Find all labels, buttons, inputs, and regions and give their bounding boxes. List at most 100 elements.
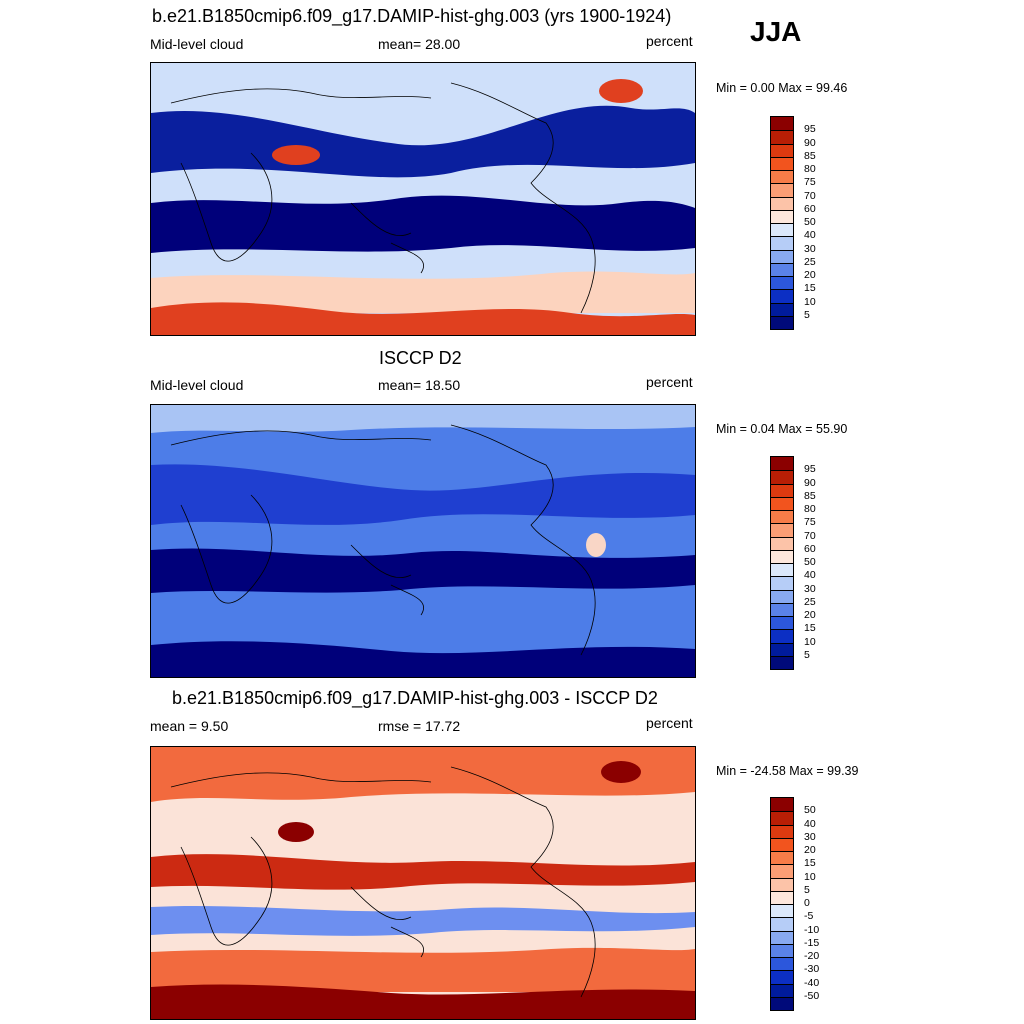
colorbar-segment [771,536,793,550]
colorbar-tick-label: 60 [804,202,816,215]
map-coastlines [170,766,596,998]
colorbar-segment [771,276,793,290]
map-band-tropics-low [151,905,695,936]
colorbar-segment [771,563,793,577]
colorbar-tick-label: 85 [804,489,816,502]
colorbar-tick-label: 10 [804,295,816,308]
map-band-tropics-deep [151,195,695,253]
colorbar-segment [771,890,793,904]
colorbar-segment [771,824,793,838]
colorbar-tick-label: 10 [804,870,816,883]
colorbar-segment [771,170,793,184]
colorbar-tick-label: 25 [804,595,816,608]
colorbar-segment [771,143,793,157]
panel-3-rmse-label: rmse = 17.72 [378,718,461,734]
panel-3-minmax: Min = -24.58 Max = 99.39 [716,764,859,778]
panel-1-map [150,62,696,336]
colorbar-segment [771,223,793,237]
colorbar-segment [771,798,793,812]
colorbar-tick-label: 95 [804,123,816,136]
colorbar-segment [771,983,793,997]
colorbar-tick-label: -5 [804,910,814,923]
colorbar-tick-label: 75 [804,516,816,529]
colorbar-segment [771,851,793,865]
colorbar-segment [771,262,793,276]
colorbar-segment [771,996,793,1010]
colorbar-tick-label: 85 [804,149,816,162]
colorbar-segment [771,576,793,590]
colorbar-tick-label: 30 [804,582,816,595]
panel-3-map [150,746,696,1020]
colorbar-segment [771,943,793,957]
colorbar-tick-label: 10 [804,635,816,648]
map-spot-himalaya [272,145,320,165]
colorbar-segment [771,930,793,944]
colorbar-tick-label: 30 [804,242,816,255]
colorbar-tick-label: 75 [804,176,816,189]
colorbar-tick-label: -20 [804,950,820,962]
colorbar-segment [771,917,793,931]
colorbar-segment [771,130,793,144]
colorbar-tick-label: 80 [804,503,816,515]
colorbar-segment [771,183,793,197]
colorbar-tick-label: -10 [804,923,820,936]
colorbar-tick-label: 5 [804,883,810,896]
colorbar-segment [771,117,793,131]
panel-3-title: b.e21.B1850cmip6.f09_g17.DAMIP-hist-ghg.… [172,688,658,708]
colorbar-tick-label: 20 [804,609,816,621]
colorbar-tick-label: 30 [804,830,816,843]
colorbar-tick-label: 50 [804,556,816,568]
panel-2-units-label: percent [646,374,693,390]
panel-3-mean-label: mean = 9.50 [150,718,229,734]
colorbar-tick-label: 5 [804,308,810,321]
colorbar-tick-label: 5 [804,648,810,661]
panel-2-mean-label: mean= 18.50 [378,377,461,393]
map-band-antarctic-deep [151,984,695,1019]
colorbar-tick-label: 15 [804,622,816,635]
colorbar-segment [771,589,793,603]
panel-3-map-svg [151,747,695,1019]
panel-1-map-svg [151,63,695,335]
colorbar-segment [771,864,793,878]
colorbar-tick-label: 95 [804,463,816,476]
colorbar-segment [771,302,793,316]
colorbar-tick-label: 90 [804,136,816,149]
panel-2-map [150,404,696,678]
map-band-north-warm [151,405,695,433]
colorbar-tick-label: 15 [804,857,816,870]
colorbar-segment [771,523,793,537]
colorbar-tick-label: 80 [804,163,816,175]
map-band-south-warm [151,947,695,992]
colorbar-tick-label: 40 [804,817,816,830]
map-band-antarctic-hot [151,302,695,335]
panel-2-colorbar [770,456,794,670]
panel-1-minmax: Min = 0.00 Max = 99.46 [716,81,848,95]
colorbar-tick-label: 25 [804,255,816,268]
colorbar-tick-label: 50 [804,216,816,228]
panel-2-title: ISCCP D2 [379,348,462,368]
colorbar-tick-label: 70 [804,529,816,542]
map-spot-greenland [599,79,643,103]
colorbar-segment [771,811,793,825]
panel-1-colorbar [770,116,794,330]
colorbar-tick-label: 70 [804,189,816,202]
colorbar-segment [771,457,793,471]
colorbar-tick-label: 90 [804,476,816,489]
colorbar-segment [771,289,793,303]
colorbar-segment [771,496,793,510]
colorbar-tick-label: -30 [804,963,820,976]
map-band-south-warm [151,271,695,313]
colorbar-tick-label: 20 [804,269,816,281]
colorbar-tick-label: 60 [804,542,816,555]
map-spot-himalaya [278,822,314,842]
colorbar-segment [771,629,793,643]
panel-1-title: b.e21.B1850cmip6.f09_g17.DAMIP-hist-ghg.… [152,6,672,26]
colorbar-segment [771,236,793,250]
colorbar-tick-label: 20 [804,844,816,856]
map-background [151,405,695,677]
panel-1-mean-label: mean= 28.00 [378,36,461,52]
colorbar-segment [771,957,793,971]
panel-2-map-svg [151,405,695,677]
map-band-north-low [151,464,695,525]
panel-1-variable-label: Mid-level cloud [150,36,244,52]
